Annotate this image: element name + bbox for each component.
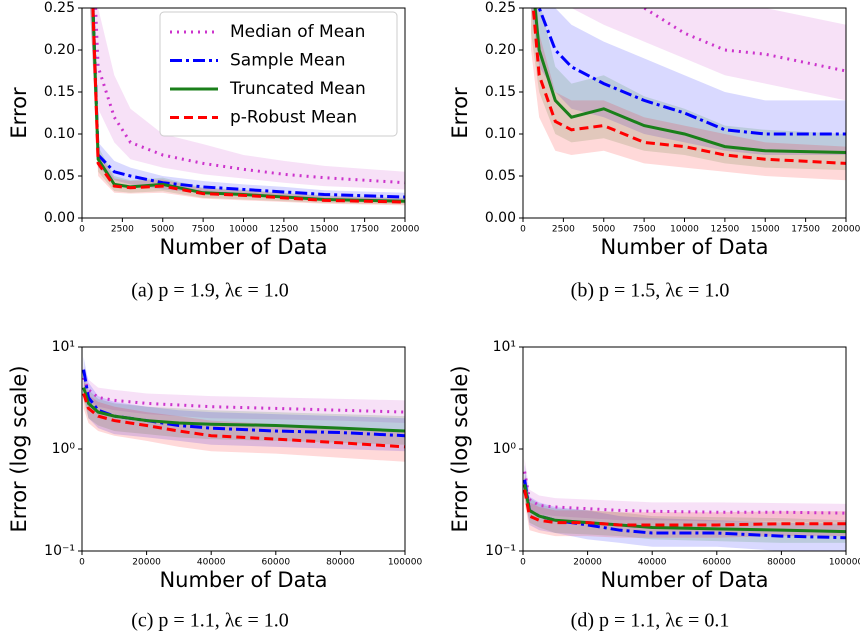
band bbox=[90, 8, 405, 201]
x-tick-label: 0 bbox=[520, 225, 526, 235]
series-line bbox=[82, 387, 405, 433]
x-tick-label: 20000 bbox=[832, 225, 860, 235]
legend-label: Truncated Mean bbox=[229, 79, 366, 99]
y-tick-label: 0.10 bbox=[485, 126, 516, 142]
series-line bbox=[531, 8, 846, 165]
legend-label: Sample Mean bbox=[230, 51, 345, 71]
series-line bbox=[91, 8, 405, 204]
y-tick-label: 10¹ bbox=[52, 339, 75, 355]
plot-area bbox=[90, 8, 405, 206]
caption: (c) p = 1.1, λϵ = 1.0 bbox=[131, 610, 289, 632]
plot-area bbox=[531, 8, 846, 181]
y-tick-label: 0.05 bbox=[485, 168, 516, 184]
x-tick-label: 40000 bbox=[197, 558, 226, 568]
legend-label: Median of Mean bbox=[230, 22, 365, 42]
x-tick-label: 100000 bbox=[829, 558, 860, 568]
caption: (a) p = 1.9, λϵ = 1.0 bbox=[131, 280, 289, 302]
series-line bbox=[94, 8, 405, 185]
y-tick-label: 0.20 bbox=[485, 42, 516, 58]
x-tick-label: 0 bbox=[79, 558, 85, 568]
x-tick-label: 80000 bbox=[767, 558, 796, 568]
y-axis-label: Error (log scale) bbox=[7, 365, 31, 532]
y-axis-label: Error bbox=[448, 87, 472, 139]
plot-area bbox=[523, 458, 846, 551]
y-axis-label: Error (log scale) bbox=[448, 365, 472, 532]
y-tick-label: 0.25 bbox=[485, 0, 516, 16]
x-tick-label: 100000 bbox=[388, 558, 423, 568]
y-axis-label: Error bbox=[7, 87, 31, 139]
x-tick-label: 80000 bbox=[326, 558, 355, 568]
band bbox=[531, 8, 846, 181]
x-tick-label: 20000 bbox=[132, 558, 161, 568]
x-tick-label: 20000 bbox=[573, 558, 602, 568]
caption: (b) p = 1.5, λϵ = 1.0 bbox=[571, 280, 730, 302]
x-tick-label: 60000 bbox=[702, 558, 731, 568]
series-line bbox=[91, 8, 405, 199]
x-tick-label: 17500 bbox=[350, 225, 379, 235]
x-tick-label: 12500 bbox=[711, 225, 740, 235]
y-tick-label: 10⁰ bbox=[52, 441, 76, 457]
x-tick-label: 40000 bbox=[638, 558, 667, 568]
y-tick-label: 0.00 bbox=[485, 210, 516, 226]
series-line bbox=[523, 489, 846, 527]
series-line bbox=[537, 8, 846, 136]
y-tick-label: 10⁰ bbox=[493, 441, 517, 457]
x-tick-label: 15000 bbox=[751, 225, 780, 235]
legend-box bbox=[159, 11, 398, 137]
x-axis-label: Number of Data bbox=[159, 568, 327, 592]
band bbox=[524, 475, 846, 538]
caption: (d) p = 1.1, λϵ = 0.1 bbox=[571, 610, 730, 632]
x-tick-label: 7500 bbox=[633, 225, 656, 235]
x-tick-label: 20000 bbox=[391, 225, 420, 235]
x-axis-label: Number of Data bbox=[159, 235, 327, 259]
x-axis-label: Number of Data bbox=[600, 568, 768, 592]
band bbox=[531, 8, 846, 155]
x-tick-label: 7500 bbox=[192, 225, 215, 235]
y-tick-label: 0.05 bbox=[44, 168, 75, 184]
x-tick-label: 5000 bbox=[151, 225, 174, 235]
plot-area bbox=[82, 356, 405, 462]
y-tick-label: 0.15 bbox=[485, 84, 516, 100]
series-line bbox=[82, 393, 405, 449]
y-tick-label: 0.10 bbox=[44, 126, 75, 142]
series-line bbox=[523, 479, 846, 540]
band bbox=[524, 458, 846, 523]
y-tick-label: 0.15 bbox=[44, 84, 75, 100]
x-tick-label: 2500 bbox=[552, 225, 575, 235]
x-tick-label: 5000 bbox=[592, 225, 615, 235]
series-line bbox=[533, 8, 846, 154]
x-tick-label: 15000 bbox=[310, 225, 339, 235]
x-tick-label: 17500 bbox=[791, 225, 820, 235]
x-tick-label: 0 bbox=[520, 558, 526, 568]
x-tick-label: 60000 bbox=[261, 558, 290, 568]
legend-label: p-Robust Mean bbox=[230, 108, 357, 128]
y-tick-label: 10¹ bbox=[493, 339, 516, 355]
x-tick-label: 2500 bbox=[111, 225, 134, 235]
band bbox=[92, 8, 405, 190]
x-axis-label: Number of Data bbox=[600, 235, 768, 259]
y-tick-label: 10⁻¹ bbox=[485, 543, 516, 559]
y-tick-label: 0.00 bbox=[44, 210, 75, 226]
x-tick-label: 10000 bbox=[229, 225, 258, 235]
y-tick-label: 0.20 bbox=[44, 42, 75, 58]
y-tick-label: 0.25 bbox=[44, 0, 75, 16]
x-tick-label: 12500 bbox=[270, 225, 299, 235]
x-tick-label: 10000 bbox=[670, 225, 699, 235]
band bbox=[571, 8, 846, 101]
x-tick-label: 0 bbox=[79, 225, 85, 235]
y-tick-label: 10⁻¹ bbox=[44, 543, 75, 559]
